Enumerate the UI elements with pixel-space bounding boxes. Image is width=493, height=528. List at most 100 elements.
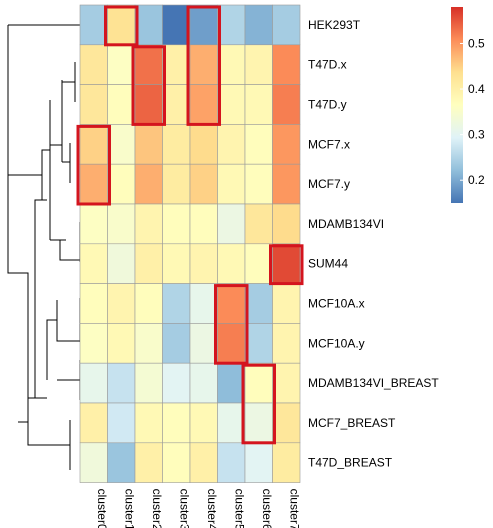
heatmap-cell: [189, 362, 218, 404]
heatmap-cell: [244, 283, 273, 324]
heatmap-cell: [134, 442, 163, 483]
row-label: T47D_BREAST: [308, 456, 393, 470]
highlight-box: [186, 5, 221, 126]
heatmap-cell: [79, 283, 108, 324]
colorbar-tick-label: 0.4: [468, 82, 485, 96]
heatmap-cell: [272, 323, 301, 364]
heatmap-cell: [79, 362, 108, 404]
heatmap-cell: [244, 402, 273, 444]
heatmap-cell: [217, 4, 246, 46]
heatmap-cell: [244, 44, 273, 85]
heatmap-cell: [189, 323, 218, 364]
heatmap-cell: [217, 323, 246, 364]
heatmap-cell: [79, 203, 108, 245]
heatmap-cell: [217, 283, 246, 324]
highlight-box: [76, 124, 111, 206]
heatmap-cell: [272, 442, 301, 483]
heatmap-cell: [217, 442, 246, 483]
heatmap-cell: [107, 203, 136, 245]
heatmap-cell: [244, 84, 273, 125]
heatmap-cell: [162, 442, 191, 483]
heatmap-cell: [272, 4, 301, 46]
highlight-box: [269, 244, 304, 286]
column-label: cluster2: [150, 489, 164, 528]
heatmap-cell: [162, 163, 191, 205]
row-label: T47D.y: [308, 98, 347, 112]
row-label: MDAMB134VI_BREAST: [308, 376, 439, 390]
colorbar-ticks: 0.5 0.4 0.3 0.2: [460, 36, 485, 187]
heatmap-cell: [134, 362, 163, 404]
heatmap-cell: [134, 243, 163, 284]
column-labels: cluster0 cluster1 cluster2 cluster3 cluster4…: [95, 489, 302, 528]
heatmap-cell: [189, 283, 218, 324]
heatmap-cell: [189, 402, 218, 444]
heatmap-cell: [272, 124, 301, 165]
heatmap-cell: [79, 84, 108, 125]
heatmap-cell: [107, 124, 136, 165]
heatmap-cell: [134, 44, 163, 85]
heatmap-cell: [107, 442, 136, 483]
heatmap-cell: [134, 283, 163, 324]
highlight-box: [104, 5, 139, 47]
heatmap-cell: [217, 124, 246, 165]
row-label: HEK293T: [308, 18, 361, 32]
heatmap-cell: [244, 124, 273, 165]
heatmap-cell: [107, 362, 136, 404]
heatmap-cell: [272, 362, 301, 404]
color-legend: 0.5 0.4 0.3 0.2: [451, 7, 485, 203]
row-label: SUM44: [308, 257, 348, 271]
row-label: MDAMB134VI: [308, 217, 384, 231]
heatmap-cell: [244, 243, 273, 284]
heatmap-cell: [189, 163, 218, 205]
column-label: cluster7: [287, 489, 301, 528]
heatmap-cell: [272, 203, 301, 245]
heatmap-cell: [189, 124, 218, 165]
column-label: cluster5: [232, 489, 246, 528]
column-label: cluster4: [205, 489, 219, 528]
heatmap-cell: [244, 163, 273, 205]
heatmap-cell: [162, 362, 191, 404]
heatmap-cell: [79, 243, 108, 284]
heatmap-cell: [79, 402, 108, 444]
heatmap-cell: [272, 283, 301, 324]
row-labels: HEK293T T47D.x T47D.y MCF7.x MCF7.y MDAMB134V…: [308, 18, 439, 470]
heatmap-cell: [162, 283, 191, 324]
heatmap-cell: [134, 163, 163, 205]
heatmap-cell: [217, 203, 246, 245]
heatmap-cell: [217, 163, 246, 205]
heatmap-cell: [272, 163, 301, 205]
highlight-boxes: [76, 5, 304, 445]
colorbar-tick-label: 0.5: [468, 36, 485, 50]
row-label: MCF10A.x: [308, 297, 365, 311]
heatmap-cell: [79, 323, 108, 364]
heatmap-cell: [79, 4, 108, 46]
heatmap-cell: [107, 283, 136, 324]
heatmap-cell: [134, 203, 163, 245]
heatmap-cell: [134, 323, 163, 364]
heatmap-cell: [189, 4, 218, 46]
heatmap-cell: [189, 442, 218, 483]
highlight-box: [241, 363, 276, 445]
heatmap-cell: [272, 402, 301, 444]
row-label: MCF7.y: [308, 177, 350, 191]
heatmap-cell: [244, 4, 273, 46]
heatmap-cell: [244, 362, 273, 404]
heatmap-cell: [79, 163, 108, 205]
heatmap-cell: [162, 124, 191, 165]
row-label: T47D.x: [308, 58, 347, 72]
heatmap-cell: [217, 84, 246, 125]
highlight-box: [131, 45, 166, 126]
highlight-box: [214, 284, 249, 365]
colorbar-tick-label: 0.3: [468, 128, 485, 142]
heatmap-cell: [107, 44, 136, 85]
column-label: cluster3: [177, 489, 191, 528]
column-label: cluster1: [122, 489, 136, 528]
colorbar: [451, 7, 463, 203]
heatmap-cell: [244, 323, 273, 364]
heatmap-cell: [272, 243, 301, 284]
heatmap-cell: [107, 402, 136, 444]
heatmap-cell: [217, 362, 246, 404]
column-label: cluster0: [95, 489, 109, 528]
row-label: MCF7.x: [308, 137, 350, 151]
